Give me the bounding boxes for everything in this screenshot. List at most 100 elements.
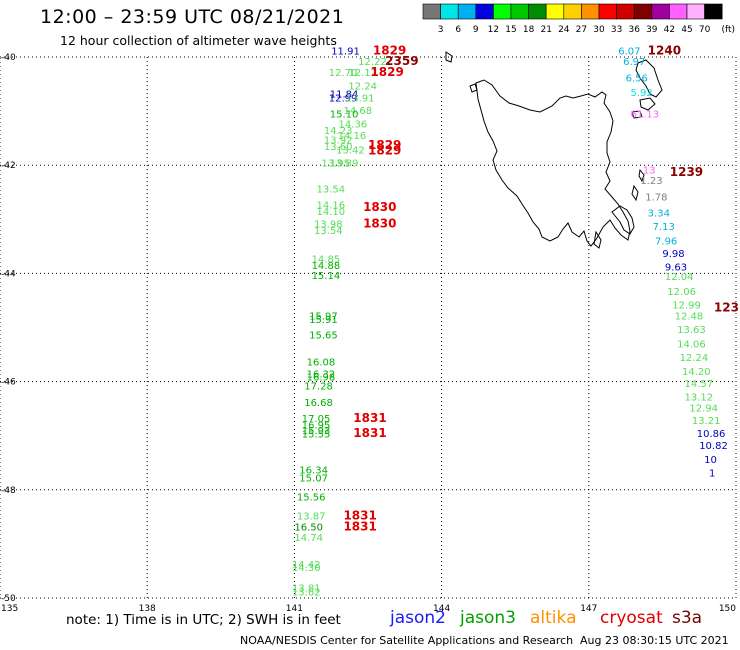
colorbar-swatch [457,3,477,20]
colorbar-swatch [686,3,705,20]
swh-value: 14.16 [338,131,367,142]
lat-label: -46 [1,378,16,388]
swh-value: 16.68 [304,398,333,409]
swh-value: 12.48 [675,311,704,322]
swh-value: 7.13 [653,222,675,233]
tasmania-coastline [445,51,663,249]
swh-value: 14.68 [343,106,372,117]
colorbar-swatch [704,3,723,20]
lat-label: -44 [1,269,16,279]
swh-value: 15.91 [309,315,338,326]
colorbar-label: 6 [455,25,461,35]
generated-time: Aug 23 08:30:15 UTC 2021 [580,634,729,647]
time-label: 1831 [343,509,376,523]
lon-label: 150 [719,604,736,614]
swh-value: 15.56 [297,493,326,504]
lat-label: -40 [1,53,16,63]
swh-value: 13.60 [324,142,353,153]
colorbar-label: 12 [488,25,499,35]
swh-value: 14.06 [677,340,706,351]
swh-value: 10.82 [699,441,728,452]
swh-value: 17.28 [304,382,333,393]
colorbar-swatch [440,3,459,20]
swh-value: 13.92 [324,136,353,147]
colorbar-label: 39 [646,25,658,35]
swh-value: 14.36 [339,119,368,130]
swh-value: 6.56 [626,73,648,84]
colorbar-swatch [510,3,529,20]
swh-value: 13.63 [677,325,706,336]
lon-label: 138 [139,604,156,614]
swh-value: 13.95 [321,158,350,169]
colorbar: 3 6 9 12 15 18 21 24 27 30 33 36 39 42 45 70 (ft) [422,3,735,35]
swh-value: 3.34 [648,209,670,220]
swh-value: 11.91 [331,46,360,57]
swh-value: 10 [704,455,717,466]
colorbar-swatch [493,3,512,20]
swh-value: 13.89 [330,158,359,169]
legend-altika: altika [530,608,577,628]
credit-text: NOAA/NESDIS Center for Satellite Applica… [240,634,574,647]
swh-value: 14.16 [316,200,345,211]
swh-value: 12.22 [358,57,387,68]
swh-value: 13.54 [316,184,345,195]
legend-s3a: s3a [672,608,703,628]
king-island-north [445,51,453,63]
time-label: 1829 [368,138,401,152]
time-label: 1829 [370,65,403,79]
swh-value: 1.23 [640,176,662,187]
tasman-peninsula [611,205,635,235]
swh-value: 16.95 [302,421,331,432]
swh-value: 14.57 [684,379,713,390]
swh-value: 16.08 [307,357,336,368]
lat-label: -42 [1,161,16,171]
colorbar-swatch [598,3,617,20]
colorbar-swatch [475,3,494,20]
page-title: 12:00 – 23:59 UTC 08/21/2021 [40,6,345,28]
swh-value: 15.93 [302,426,331,437]
swh-value: 13.98 [314,219,343,230]
swh-value: 13.12 [684,393,713,404]
time-label: 1239 [670,165,703,179]
swh-value: 14.23 [324,126,353,137]
swh-value: 13.62 [292,587,321,598]
colorbar-swatch [545,3,565,20]
colorbar-label: 3 [438,25,444,35]
footer-note: note: 1) Time is in UTC; 2) SWH is in fe… [66,612,341,628]
swh-value: 12.94 [689,403,718,414]
colorbar-swatch [581,3,600,20]
swh-value: 15.97 [309,311,338,322]
colorbar-label: 24 [558,25,570,35]
lon-label: 147 [580,604,597,614]
colorbar-swatch [563,3,582,20]
time-label: 1830 [363,200,396,214]
swh-value: 12.06 [667,287,696,298]
legend-jason3: jason3 [460,608,516,628]
swh-value: 12.99 [672,301,701,312]
swh-value: 5.92 [631,88,653,99]
time-label: 123 [714,300,739,314]
swh-value: 12.24 [680,353,709,364]
lon-label: 144 [433,604,450,614]
swh-value: 15.10 [330,110,359,121]
cape-barren-island [639,97,656,111]
time-label: 1829 [368,143,401,157]
time-label: 1831 [353,426,386,440]
swh-value: 14.10 [316,207,345,218]
colorbar-label: 21 [540,25,551,35]
swh-value: 13.81 [292,584,321,595]
colorbar-swatch [616,3,635,20]
colorbar-swatch [528,3,547,20]
colorbar-label: 30 [593,25,605,35]
map-frame [0,56,737,599]
colorbar-label: 33 [611,25,622,35]
colorbar-swatch [633,3,653,20]
swh-value: 7.96 [655,237,677,248]
swh-value: 9.98 [662,249,684,260]
swh-value: 15.14 [312,271,341,282]
colorbar-label: 27 [576,25,587,35]
time-label: 2359 [385,54,418,68]
swh-value: 17.05 [302,414,331,425]
